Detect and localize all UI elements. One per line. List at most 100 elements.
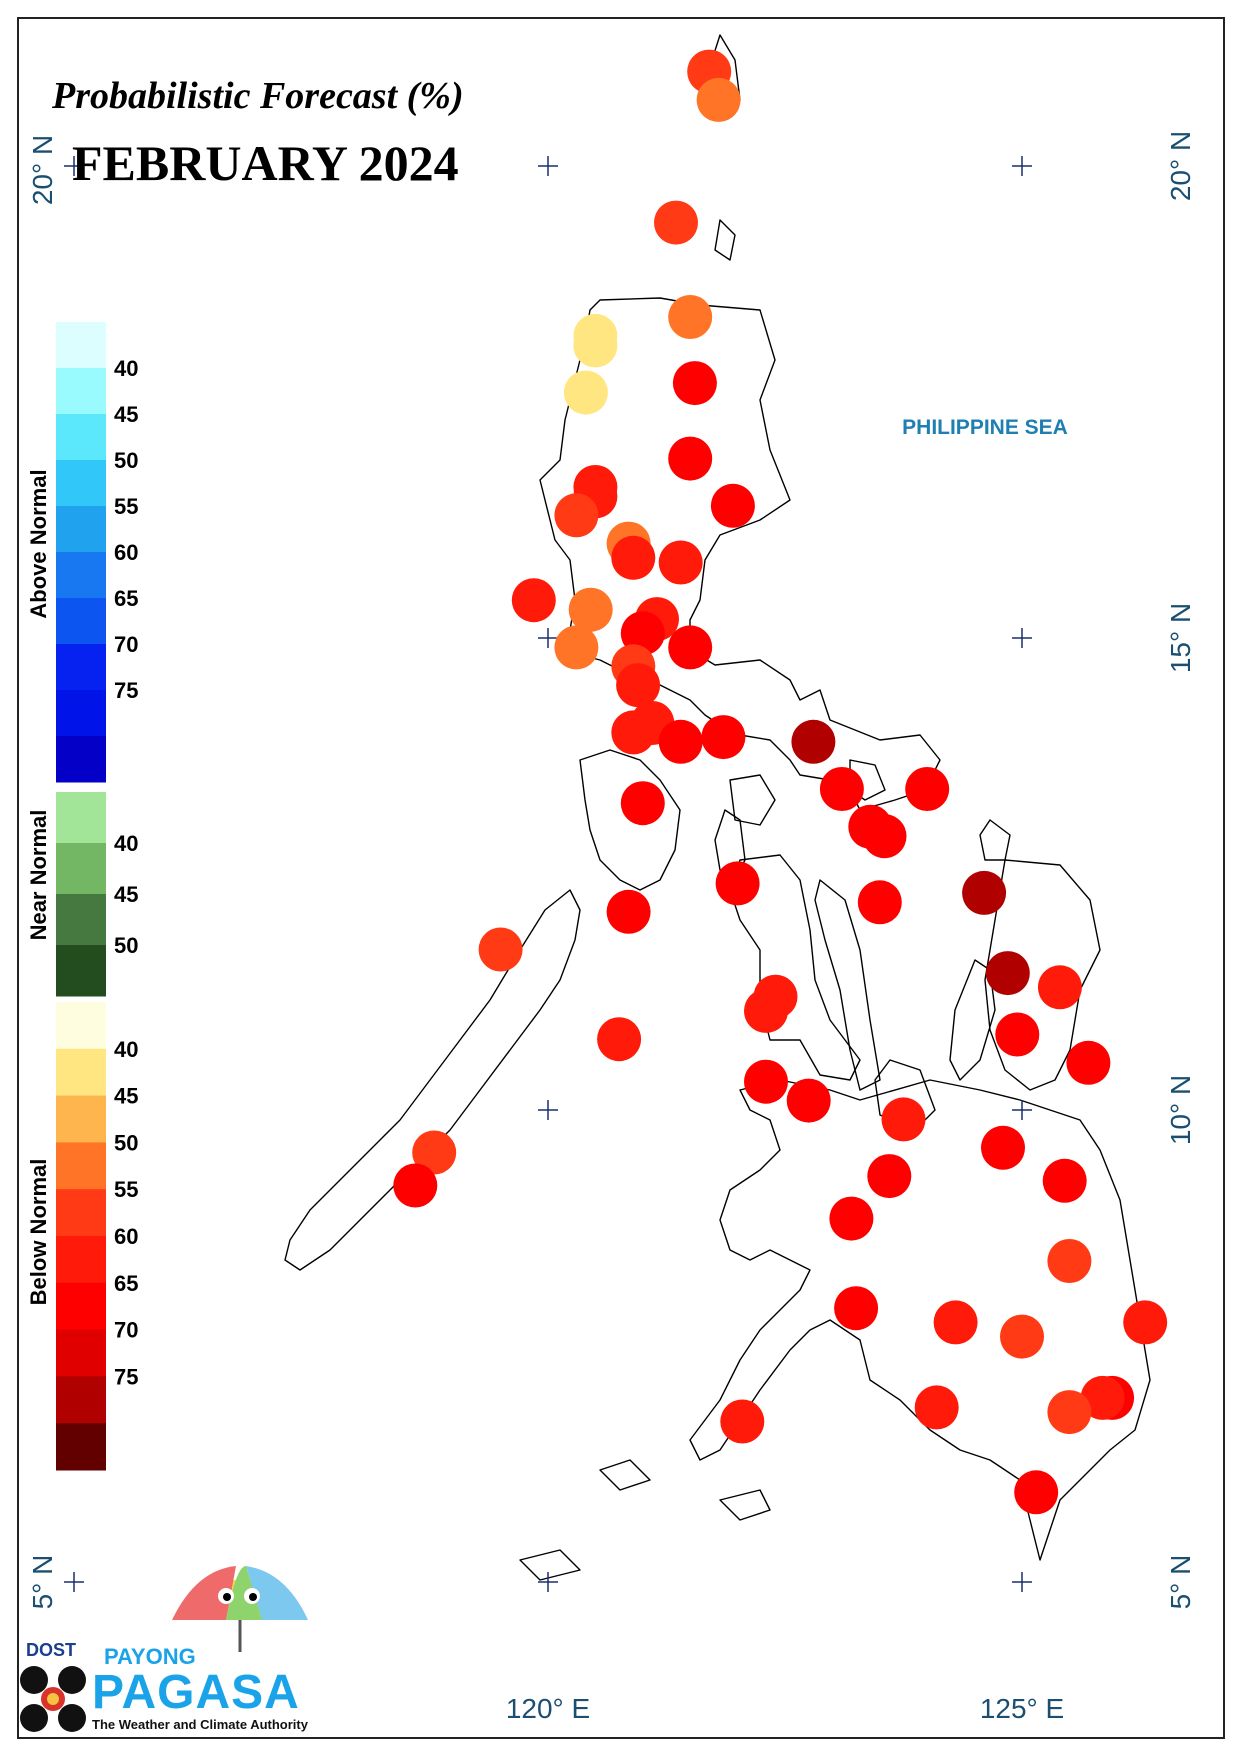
lat-labels-left: 20° N 5° N (27, 135, 58, 1610)
lat-label-20-right: 20° N (1165, 131, 1196, 201)
station-marker (701, 715, 746, 760)
lat-label-15-right: 15° N (1165, 603, 1196, 673)
lat-label-10-right: 10° N (1165, 1075, 1196, 1145)
station-marker (616, 663, 661, 708)
station-marker (620, 611, 665, 656)
logo-tagline: The Weather and Climate Authority (92, 1717, 309, 1732)
station-marker (672, 361, 717, 406)
station-marker (696, 77, 741, 122)
lat-label-5-right: 5° N (1165, 1555, 1196, 1610)
station-marker (611, 535, 656, 580)
near-legend-swatch (56, 945, 106, 997)
below-legend-swatch (56, 1376, 106, 1424)
lon-label-120: 120° E (506, 1693, 590, 1724)
above-legend-swatch (56, 506, 106, 553)
lat-label-5-left: 5° N (27, 1555, 58, 1610)
station-marker (393, 1163, 438, 1208)
station-marker (962, 870, 1007, 915)
station-marker (791, 719, 836, 764)
station-marker (668, 295, 713, 339)
station-marker (995, 1012, 1040, 1057)
below-legend-swatch (56, 1282, 106, 1331)
lat-label-20-left: 20° N (27, 135, 58, 205)
below-legend-swatch (56, 1423, 106, 1471)
stations-layer (393, 49, 1168, 1515)
sea-label: PHILIPPINE SEA (902, 416, 1068, 439)
station-marker (620, 781, 665, 826)
umbrella-icon (172, 1566, 308, 1652)
below-legend-tick: 45 (114, 1084, 138, 1109)
above-legend-swatch (56, 644, 106, 691)
near-legend-swatch (56, 843, 106, 895)
below-legend-swatch (56, 1048, 106, 1097)
station-marker (554, 625, 599, 670)
station-marker (654, 200, 698, 245)
above-legend-swatch (56, 322, 106, 369)
station-marker (1123, 1300, 1168, 1345)
above-legend-swatch (56, 598, 106, 645)
station-marker (819, 767, 864, 811)
above-legend-tick: 75 (114, 678, 138, 703)
near-legend-tick: 40 (114, 831, 138, 856)
logo-brand: PAGASA (92, 1666, 300, 1719)
logo-org: DOST (26, 1640, 76, 1660)
lon-labels: 120° E 125° E (506, 1693, 1064, 1724)
below-legend-label: Below Normal (26, 1159, 51, 1306)
map-title: Probabilistic Forecast (%) (51, 75, 464, 117)
station-marker (829, 1196, 874, 1241)
station-marker (933, 1300, 978, 1345)
dost-seal-icon (20, 1666, 86, 1732)
above-legend-swatch (56, 460, 106, 507)
logo-brand-top: PAYONG (104, 1644, 196, 1669)
station-marker (744, 1059, 788, 1104)
station-marker (611, 710, 656, 755)
above-legend-tick: 65 (114, 586, 138, 611)
station-marker (786, 1078, 831, 1123)
near-legend-swatch (56, 894, 106, 946)
station-marker (1080, 1375, 1125, 1420)
coastline (284, 34, 1151, 1581)
station-marker (573, 323, 618, 368)
station-marker (720, 1399, 765, 1444)
station-marker (597, 1017, 642, 1062)
station-marker (981, 1125, 1025, 1170)
near-legend-tick: 50 (114, 933, 138, 958)
station-marker (1037, 965, 1082, 1010)
station-marker (710, 483, 755, 528)
station-marker (1066, 1040, 1111, 1085)
below-legend-tick: 40 (114, 1037, 138, 1062)
station-marker (1047, 1390, 1092, 1435)
station-marker (881, 1097, 926, 1142)
below-legend-tick: 55 (114, 1177, 138, 1202)
forecast-period: FEBRUARY 2024 (72, 135, 459, 191)
below-legend-swatch (56, 1236, 106, 1284)
map-frame (17, 17, 1225, 1739)
station-marker (606, 889, 651, 934)
below-legend-swatch (56, 1189, 106, 1237)
graticule (64, 156, 1032, 1592)
below-legend-tick: 75 (114, 1364, 138, 1389)
station-marker (1042, 1158, 1087, 1203)
above-legend-swatch (56, 736, 106, 783)
below-legend-tick: 60 (114, 1224, 138, 1249)
station-marker (985, 951, 1030, 996)
station-marker (658, 540, 703, 585)
above-legend-swatch (56, 690, 106, 737)
station-marker (478, 927, 523, 972)
station-marker (867, 1154, 912, 1199)
station-marker (1014, 1470, 1059, 1515)
station-marker (568, 587, 613, 632)
near-legend-tick: 45 (114, 882, 138, 907)
station-marker (715, 861, 760, 906)
station-marker (511, 578, 556, 623)
station-marker (554, 493, 599, 538)
station-marker (862, 814, 907, 859)
legend: 40 45 50 55 60 65 70 75 Above Normal 40 45 50 Near N… (26, 322, 138, 1471)
below-legend-swatch (56, 1002, 106, 1050)
above-legend-tick: 50 (114, 448, 138, 473)
station-marker (834, 1286, 879, 1331)
station-marker (744, 988, 788, 1033)
above-legend-tick: 70 (114, 632, 138, 657)
above-legend-swatch (56, 414, 106, 461)
